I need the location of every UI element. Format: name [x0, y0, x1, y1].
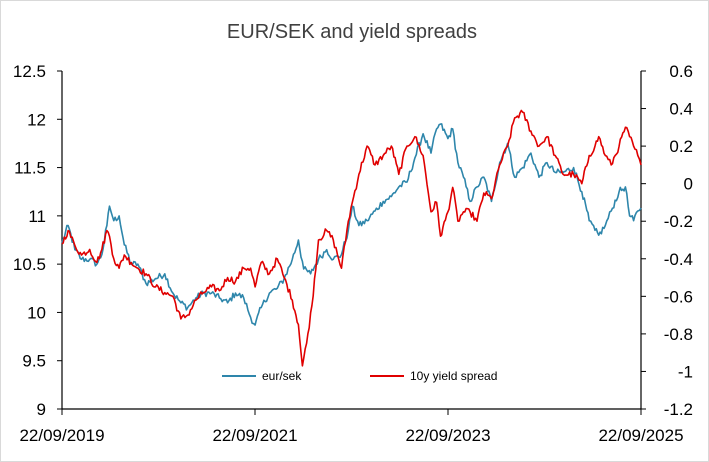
left-tick-label: 12.5: [13, 62, 46, 81]
chart-title: EUR/SEK and yield spreads: [227, 21, 477, 43]
legend-label: eur/sek: [262, 369, 302, 383]
right-tick-label: 0.6: [669, 62, 693, 81]
right-tick-label: -1: [678, 362, 693, 381]
right-tick-label: -0.2: [664, 212, 693, 231]
right-tick-label: 0: [684, 175, 693, 194]
x-tick-label: 22/09/2023: [405, 426, 490, 445]
left-tick-label: 10: [27, 303, 46, 322]
series-line-10y-yield-spread: [61, 109, 642, 367]
left-tick-label: 9.5: [22, 352, 46, 371]
right-tick-label: -0.6: [664, 287, 693, 306]
right-tick-label: -0.4: [664, 250, 693, 269]
left-tick-label: 11.5: [14, 159, 46, 178]
x-tick-label: 22/09/2019: [19, 426, 104, 445]
right-tick-label: 0.2: [669, 137, 693, 156]
right-tick-label: 0.4: [669, 100, 693, 119]
x-tick-label: 22/09/2021: [212, 426, 297, 445]
left-tick-label: 12: [27, 110, 46, 129]
series-line-eur-sek: [61, 123, 642, 326]
right-tick-label: -1.2: [664, 400, 693, 419]
axes-layer: 9 9.5 10 10.5 11 11.5 12 12.5 -1.2 -1 -0.8 -0.6 -0.4…: [13, 62, 693, 445]
legend: eur/sek 10y yield spread: [222, 369, 497, 383]
series-layer: [61, 109, 642, 367]
left-tick-label: 11: [28, 207, 46, 226]
legend-label: 10y yield spread: [410, 369, 497, 383]
x-tick-label: 22/09/2025: [598, 426, 683, 445]
left-tick-label: 9: [37, 400, 46, 419]
left-tick-label: 10.5: [13, 255, 46, 274]
right-tick-label: -0.8: [664, 325, 693, 344]
